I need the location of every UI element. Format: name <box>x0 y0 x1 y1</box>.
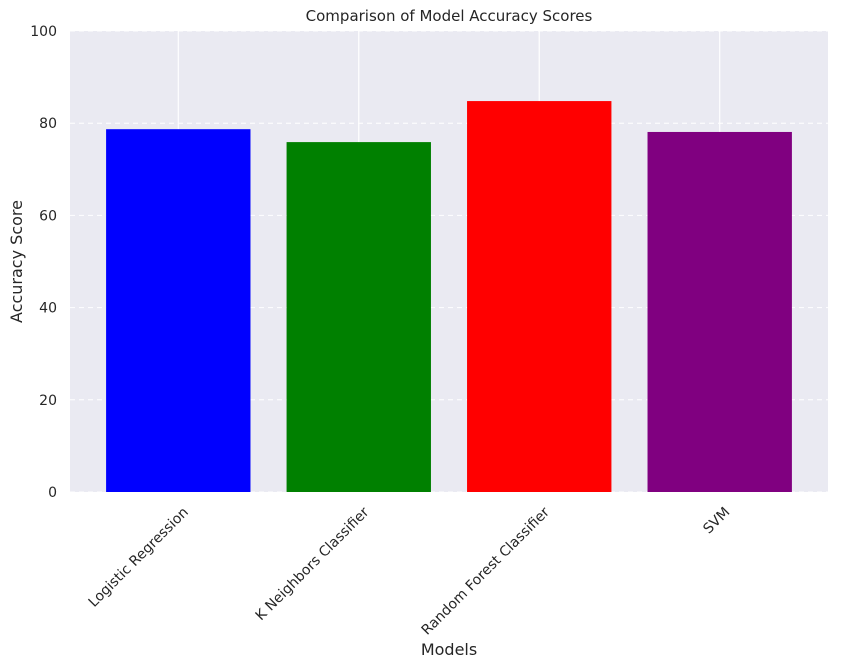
x-tick-label: Random Forest Classifier <box>419 504 553 638</box>
x-axis-label: Models <box>421 640 477 659</box>
bars <box>106 101 792 493</box>
y-tick-labels: 0 20 40 60 80 100 <box>30 24 57 501</box>
bar <box>106 129 251 492</box>
x-tick-labels: Logistic Regression K Neighbors Classifie… <box>86 504 734 638</box>
y-tick-label: 20 <box>39 393 57 409</box>
bar <box>286 142 431 492</box>
x-tick-label: SVM <box>700 504 733 537</box>
bar <box>647 131 792 493</box>
y-tick-label: 60 <box>39 208 57 224</box>
y-tick-label: 100 <box>30 24 57 40</box>
chart-title: Comparison of Model Accuracy Scores <box>306 7 593 25</box>
bar <box>467 101 612 493</box>
x-tick-label: Logistic Regression <box>86 504 192 610</box>
y-tick-label: 80 <box>39 116 57 132</box>
y-tick-label: 0 <box>48 485 57 501</box>
y-tick-label: 40 <box>39 301 57 317</box>
y-axis-label: Accuracy Score <box>7 200 26 323</box>
x-tick-label: K Neighbors Classifier <box>253 504 373 624</box>
